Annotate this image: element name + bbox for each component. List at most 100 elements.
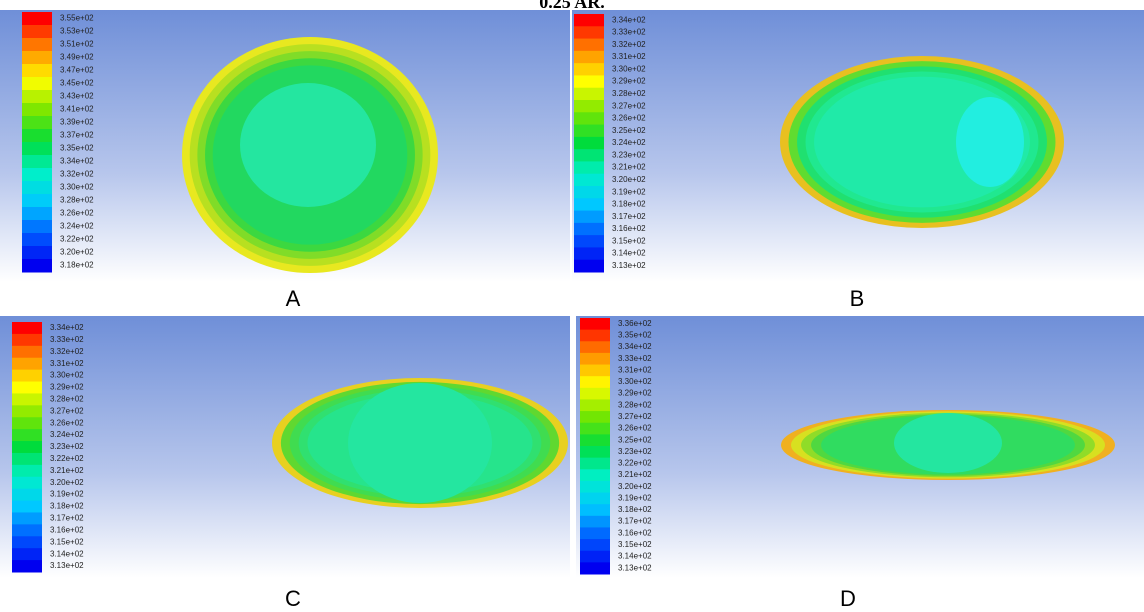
colorbar-label: 3.34e+02	[612, 15, 646, 24]
colorbar-label: 3.25e+02	[618, 435, 652, 444]
colorbar-label: 3.31e+02	[50, 359, 84, 368]
contour-core	[348, 383, 492, 503]
colorbar-label: 3.28e+02	[50, 394, 84, 403]
figure-title: 0.25 AR.	[539, 0, 605, 12]
colorbar-band	[574, 149, 604, 162]
colorbar-label: 3.15e+02	[612, 236, 646, 245]
colorbar-label: 3.35e+02	[618, 331, 652, 340]
colorbar-label: 3.32e+02	[60, 170, 94, 179]
colorbar-label: 3.55e+02	[60, 14, 94, 23]
colorbar-band	[22, 259, 52, 273]
colorbar-band	[12, 322, 42, 335]
colorbar-band	[12, 417, 42, 430]
colorbar-band	[12, 536, 42, 549]
colorbar-label: 3.36e+02	[618, 319, 652, 328]
colorbar-label: 3.26e+02	[60, 209, 94, 218]
colorbar-label: 3.33e+02	[618, 354, 652, 363]
colorbar-band	[580, 422, 610, 435]
colorbar-band	[574, 173, 604, 187]
colorbar-label: 3.19e+02	[612, 187, 646, 196]
colorbar-band	[22, 77, 52, 91]
colorbar-label: 3.20e+02	[612, 175, 646, 184]
colorbar-label: 3.31e+02	[618, 365, 652, 374]
colorbar-label: 3.32e+02	[50, 347, 84, 356]
colorbar-label: 3.35e+02	[60, 144, 94, 153]
colorbar-band	[574, 63, 604, 76]
colorbar-label: 3.53e+02	[60, 27, 94, 36]
colorbar-label: 3.22e+02	[50, 454, 84, 463]
colorbar-band	[22, 25, 52, 39]
colorbar-label: 3.26e+02	[612, 114, 646, 123]
colorbar-band	[580, 550, 610, 563]
colorbar-band	[574, 222, 604, 236]
colorbar-band	[12, 441, 42, 454]
colorbar-label: 3.23e+02	[50, 442, 84, 451]
colorbar-band	[574, 198, 604, 212]
colorbar-band	[12, 369, 42, 383]
colorbar-label: 3.14e+02	[50, 549, 84, 558]
colorbar-band	[574, 87, 604, 101]
colorbar-label: 3.19e+02	[618, 493, 652, 502]
colorbar-band	[22, 142, 52, 156]
colorbar-label: 3.22e+02	[618, 459, 652, 468]
colorbar-label: 3.39e+02	[60, 118, 94, 127]
colorbar-band	[12, 476, 42, 490]
colorbar-band	[580, 480, 610, 494]
colorbar-label: 3.24e+02	[60, 222, 94, 231]
colorbar-band	[22, 181, 52, 195]
colorbar-label: 3.19e+02	[50, 490, 84, 499]
colorbar-label: 3.33e+02	[612, 28, 646, 37]
colorbar-label: 3.45e+02	[60, 79, 94, 88]
colorbar-band	[574, 38, 604, 52]
contour-core	[956, 97, 1024, 187]
colorbar-band	[580, 352, 610, 366]
colorbar-label: 3.16e+02	[612, 224, 646, 233]
colorbar-label: 3.37e+02	[60, 131, 94, 140]
colorbar-label: 3.17e+02	[612, 212, 646, 221]
panel-label: D	[840, 586, 856, 611]
colorbar-band	[580, 341, 610, 354]
colorbar-label: 3.32e+02	[612, 40, 646, 49]
colorbar-band	[12, 464, 42, 478]
colorbar-label: 3.20e+02	[50, 478, 84, 487]
colorbar-band	[580, 364, 610, 377]
colorbar-label: 3.28e+02	[612, 89, 646, 98]
colorbar-band	[580, 527, 610, 540]
colorbar-label: 3.20e+02	[618, 482, 652, 491]
colorbar-label: 3.29e+02	[612, 77, 646, 86]
colorbar-band	[12, 512, 42, 525]
colorbar-band	[12, 488, 42, 502]
colorbar-band	[12, 560, 42, 573]
colorbar-label: 3.24e+02	[50, 430, 84, 439]
colorbar-band	[580, 515, 610, 528]
colorbar-label: 3.49e+02	[60, 53, 94, 62]
colorbar-label: 3.16e+02	[50, 525, 84, 534]
colorbar-band	[580, 562, 610, 575]
colorbar-label: 3.30e+02	[50, 371, 84, 380]
colorbar-band	[22, 129, 52, 143]
colorbar-label: 3.33e+02	[50, 335, 84, 344]
colorbar-band	[580, 469, 610, 482]
colorbar-band	[22, 207, 52, 221]
colorbar-band	[580, 434, 610, 447]
colorbar-band	[574, 50, 604, 64]
colorbar-band	[574, 186, 604, 199]
panel-label: A	[286, 286, 301, 311]
colorbar-band	[574, 210, 604, 224]
colorbar-band	[574, 112, 604, 126]
colorbar-label: 3.25e+02	[612, 126, 646, 135]
colorbar-band	[574, 14, 604, 27]
colorbar-band	[580, 446, 610, 459]
colorbar-label: 3.14e+02	[612, 249, 646, 258]
panel-label: B	[850, 286, 865, 311]
colorbar-band	[580, 318, 610, 331]
colorbar-band	[580, 399, 610, 412]
colorbar-label: 3.30e+02	[60, 183, 94, 192]
colorbar-band	[22, 233, 52, 247]
colorbar-band	[22, 116, 52, 130]
colorbar-band	[12, 429, 42, 442]
colorbar-band	[22, 51, 52, 65]
colorbar-band	[580, 387, 610, 400]
